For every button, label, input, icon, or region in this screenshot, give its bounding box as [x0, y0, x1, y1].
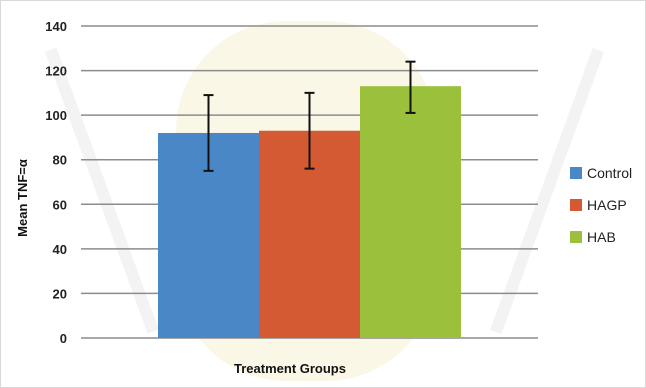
legend: Control HAGP HAB [570, 165, 632, 245]
legend-label: HAB [587, 229, 616, 245]
error-bar-hab [405, 60, 416, 114]
error-bar-control [203, 94, 214, 172]
legend-swatch [570, 167, 582, 179]
y-tick-label: 140 [45, 19, 67, 34]
y-tick-label: 60 [53, 197, 67, 212]
y-axis-title: Mean TNF=α [15, 159, 30, 237]
y-tick-label: 100 [45, 108, 67, 123]
legend-label: HAGP [587, 197, 627, 213]
y-tick-label: 40 [53, 242, 67, 257]
bar-hab [360, 86, 461, 339]
legend-label: Control [587, 165, 632, 181]
legend-swatch [570, 231, 582, 243]
y-tick-label: 120 [45, 64, 67, 79]
error-bar-hagp [304, 91, 315, 170]
y-tick-label: 0 [60, 331, 67, 346]
legend-swatch [570, 199, 582, 211]
error-bars [203, 60, 416, 172]
y-tick-label: 20 [53, 286, 67, 301]
legend-item-control: Control [570, 165, 632, 181]
legend-item-hagp: HAGP [570, 197, 627, 213]
y-tick-labels: 0 20 40 60 80 100 120 140 [45, 19, 67, 346]
y-tick-label: 80 [53, 153, 67, 168]
x-axis-title: Treatment Groups [234, 361, 346, 376]
legend-item-hab: HAB [570, 229, 616, 245]
